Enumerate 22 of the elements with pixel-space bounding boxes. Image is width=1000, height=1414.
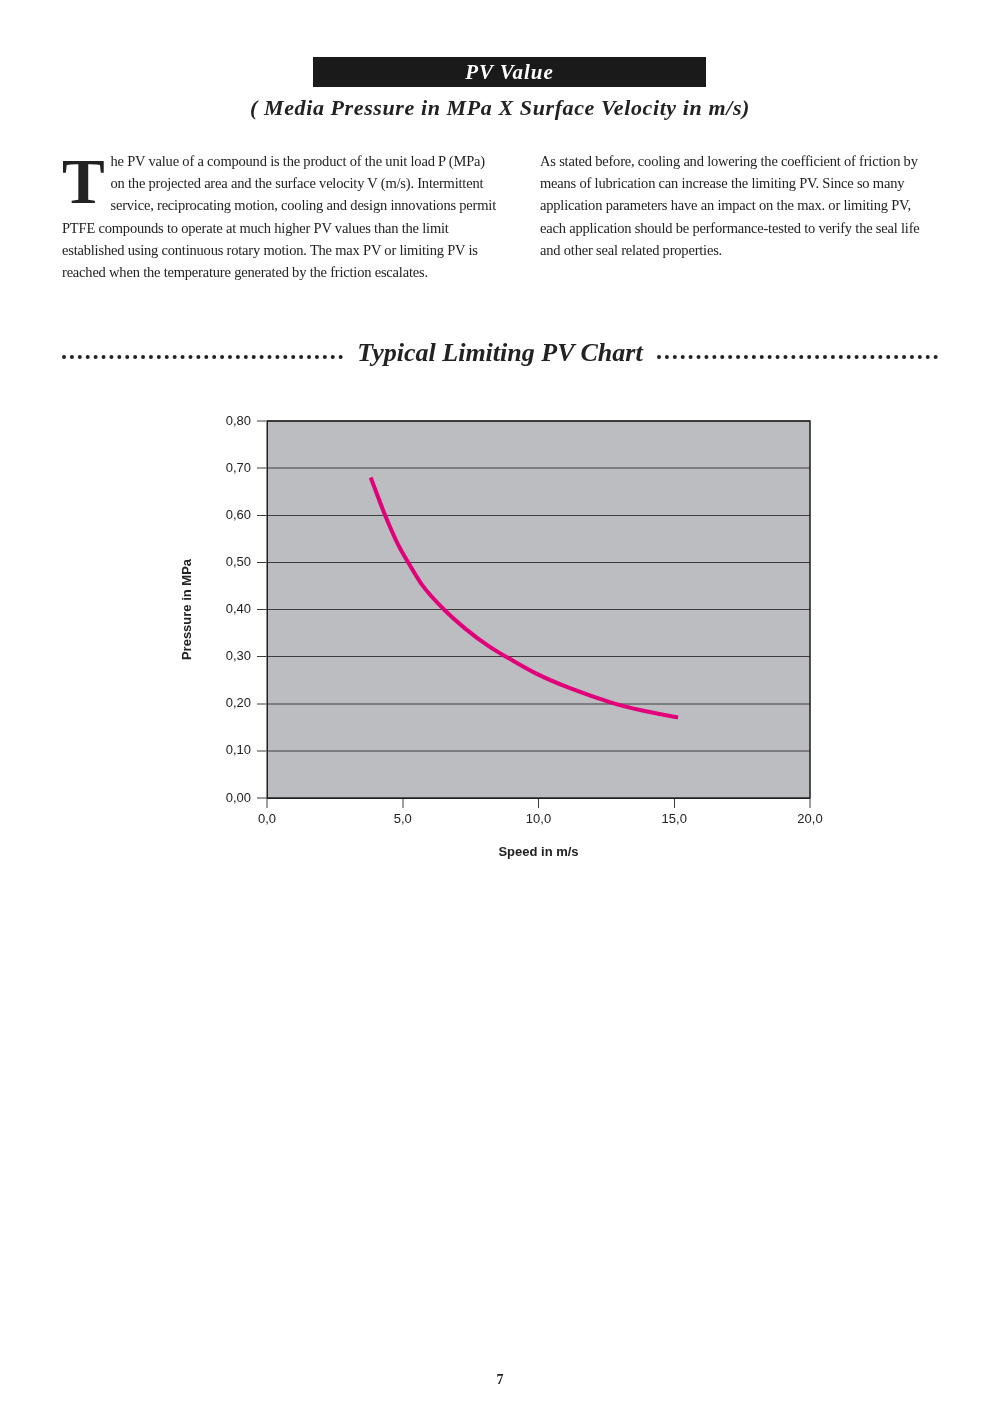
x-tick-label: 20,0 (797, 811, 823, 827)
y-tick-label: 0,00 (225, 789, 251, 805)
y-tick-label: 0,50 (225, 553, 251, 569)
text: 7 (495, 1372, 505, 1388)
y-tick-label: 0,60 (225, 506, 251, 522)
text: As stated before, cooling and lowering the coefficient of friction by means of lubrication can increase the limiting PV. Since so many application parameters have an impact on the max. or limiting PV, each application should be performance-tested to verify the seal life and other seal related properties. (540, 152, 921, 260)
y-tick-label: 0,80 (225, 412, 251, 428)
x-tick-label: 0,0 (257, 811, 277, 827)
chart-subtitle: ( Media Pressure in MPa X Surface Velocity in m/s) (249, 95, 751, 121)
x-tick-label: 10,0 (525, 811, 552, 827)
chart-title: PV Value (313, 57, 706, 87)
y-tick-label: 0,10 (225, 742, 251, 758)
y-tick-label: 0,40 (225, 601, 251, 617)
y-tick-label: 0,20 (225, 695, 251, 711)
line-series (368, 475, 681, 720)
text: Typical Limiting PV Chart (356, 338, 645, 368)
y-tick-label: 0,30 (225, 648, 251, 664)
x-tick-label: 15,0 (661, 811, 687, 827)
y-tick-label: 0,70 (225, 459, 251, 475)
x-axis-title: Speed in m/s (498, 843, 579, 859)
y-axis-title: Pressure in MPa (179, 558, 195, 661)
x-tick-label: 5,0 (393, 811, 412, 827)
